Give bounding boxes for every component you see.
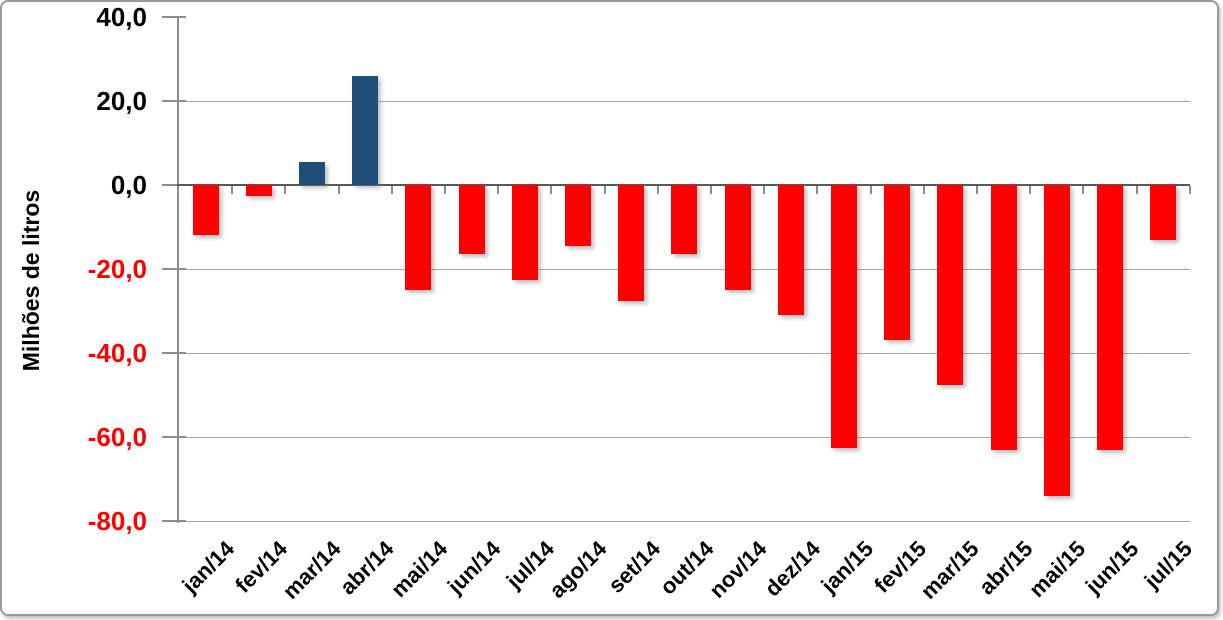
y-axis-line [177,17,179,523]
bar [565,185,591,246]
x-tick-label: abr/14 [335,536,399,600]
bar [1150,185,1177,240]
category-tick [231,186,234,194]
bar [405,185,432,290]
x-tick-label: set/14 [603,536,665,598]
category-tick [976,186,978,194]
category-tick [337,186,340,194]
category-tick [869,186,872,194]
gridline [179,353,1190,354]
x-tick-label: jan/14 [177,536,240,598]
x-tick-label: mar/15 [916,536,985,604]
category-tick [656,186,659,194]
bar [458,185,485,255]
bar [671,185,698,255]
x-tick-label: dez/14 [759,536,825,602]
category-tick [1135,186,1138,194]
bar [1043,185,1070,496]
y-axis-tick [162,16,186,18]
y-axis-tick [162,100,186,102]
gridline [179,269,1190,270]
y-tick-label: -60,0 [87,422,147,452]
category-tick [550,186,553,194]
bar [937,185,964,385]
y-axis-tick [162,520,186,522]
category-tick [1188,186,1191,194]
y-axis-tick [162,184,186,186]
x-tick-label: jun/14 [442,536,506,599]
y-axis-tick [162,436,186,438]
x-tick-label: nov/14 [704,536,772,603]
category-tick [603,186,606,194]
bar [724,185,751,290]
y-axis-tick [162,352,186,354]
bar [245,185,272,196]
bar [299,161,325,185]
gridline [179,521,1190,522]
bar [990,185,1017,450]
category-tick [497,186,500,194]
gridline [179,101,1190,102]
category-tick [1082,186,1085,194]
x-tick-label: jan/15 [815,536,878,598]
bar [831,185,857,448]
category-tick [763,186,766,194]
category-tick [710,186,712,194]
category-tick [444,186,446,194]
gridline [179,437,1190,438]
x-tick-label: mar/14 [277,536,346,604]
x-tick-label: jun/15 [1081,536,1144,599]
bar [352,75,379,185]
bar [511,185,538,280]
y-tick-label: -80,0 [87,506,147,536]
category-tick [922,186,925,194]
y-tick-label: 0,0 [110,170,147,200]
y-axis-tick [162,268,186,270]
bar [777,185,804,316]
x-tick-label: ago/14 [544,536,612,603]
x-tick-label: jul/15 [1139,536,1197,594]
bar [618,185,645,301]
y-tick-label: -20,0 [87,254,147,284]
bar [192,185,219,236]
category-tick [390,186,393,194]
category-tick [816,186,819,194]
x-tick-label: abr/15 [973,536,1038,600]
x-tick-label: mai/15 [1024,536,1091,603]
bar [884,185,911,341]
x-tick-label: mai/14 [385,536,453,603]
y-tick-label: 40,0 [96,2,147,32]
category-tick [1029,186,1032,194]
category-tick [284,186,287,194]
y-tick-label: 20,0 [96,86,147,116]
y-tick-label: -40,0 [87,338,147,368]
bar [1097,185,1123,450]
